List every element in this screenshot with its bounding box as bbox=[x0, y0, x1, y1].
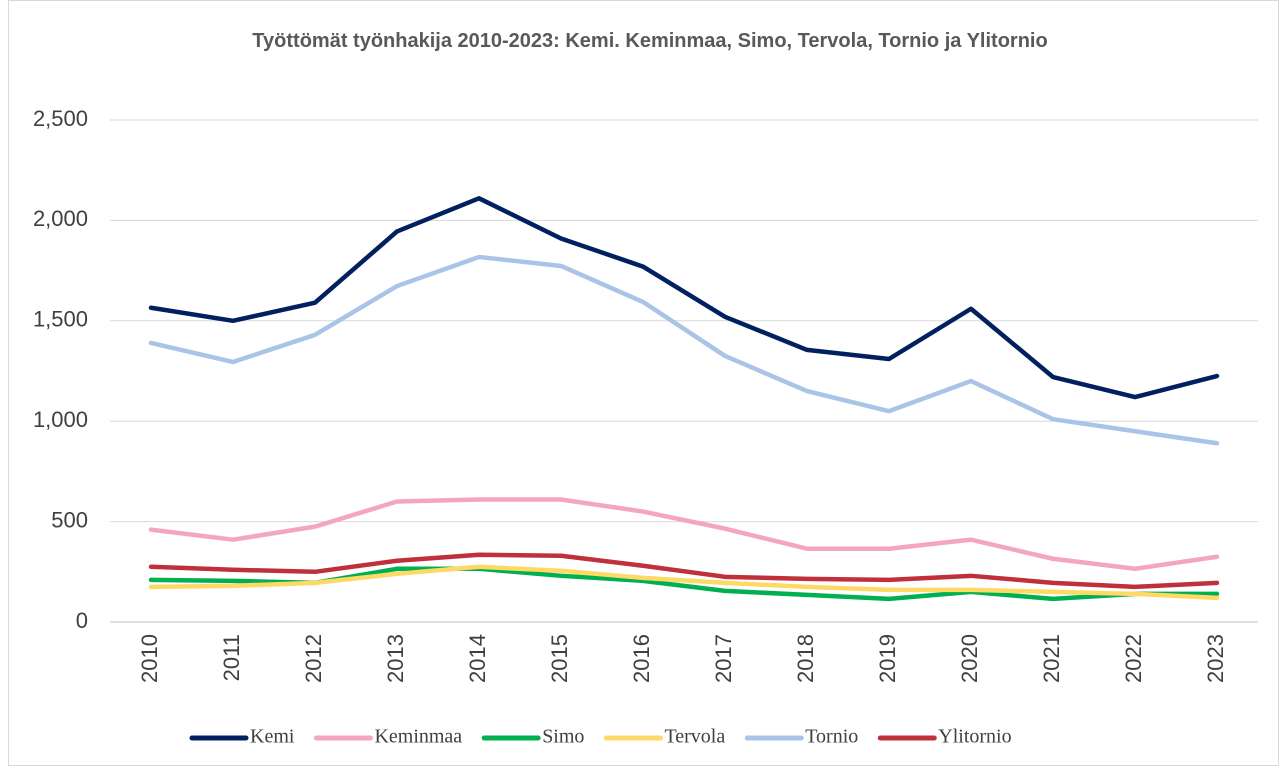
x-tick-label: 2023 bbox=[1203, 634, 1228, 683]
y-tick-label: 0 bbox=[76, 608, 88, 633]
series-line bbox=[148, 497, 1220, 572]
x-tick-label: 2019 bbox=[875, 634, 900, 683]
y-tick-label: 2,500 bbox=[33, 106, 88, 131]
legend-label: Kemi bbox=[250, 726, 295, 748]
y-tick-label: 1,000 bbox=[33, 407, 88, 432]
y-tick-label: 500 bbox=[51, 507, 88, 532]
y-tick-label: 1,500 bbox=[33, 307, 88, 332]
legend-label: Ylitornio bbox=[938, 726, 1011, 748]
series-line bbox=[148, 552, 1220, 590]
y-tick-label: 2,000 bbox=[33, 206, 88, 231]
series-line bbox=[148, 564, 1220, 601]
legend-label: Keminmaa bbox=[374, 726, 462, 748]
legend-label: Simo bbox=[542, 726, 584, 748]
x-tick-label: 2022 bbox=[1121, 634, 1146, 683]
x-tick-label: 2013 bbox=[383, 634, 408, 683]
x-tick-label: 2012 bbox=[301, 634, 326, 683]
chart-title: Työttömät työnhakija 2010-2023: Kemi. Ke… bbox=[252, 30, 1048, 52]
x-tick-label: 2021 bbox=[1039, 634, 1064, 683]
x-tick-label: 2015 bbox=[547, 634, 572, 683]
legend-label: Tornio bbox=[805, 726, 858, 748]
x-tick-label: 2010 bbox=[137, 634, 162, 683]
x-tick-label: 2020 bbox=[957, 634, 982, 683]
series-line bbox=[148, 196, 1220, 400]
x-tick-label: 2017 bbox=[711, 634, 736, 683]
series-line bbox=[148, 254, 1220, 446]
x-tick-label: 2018 bbox=[793, 634, 818, 683]
chart-border bbox=[8, 0, 1279, 766]
x-tick-label: 2016 bbox=[629, 634, 654, 683]
x-tick-label: 2011 bbox=[219, 634, 244, 681]
x-tick-label: 2014 bbox=[465, 634, 490, 683]
legend-label: Tervola bbox=[664, 726, 725, 748]
